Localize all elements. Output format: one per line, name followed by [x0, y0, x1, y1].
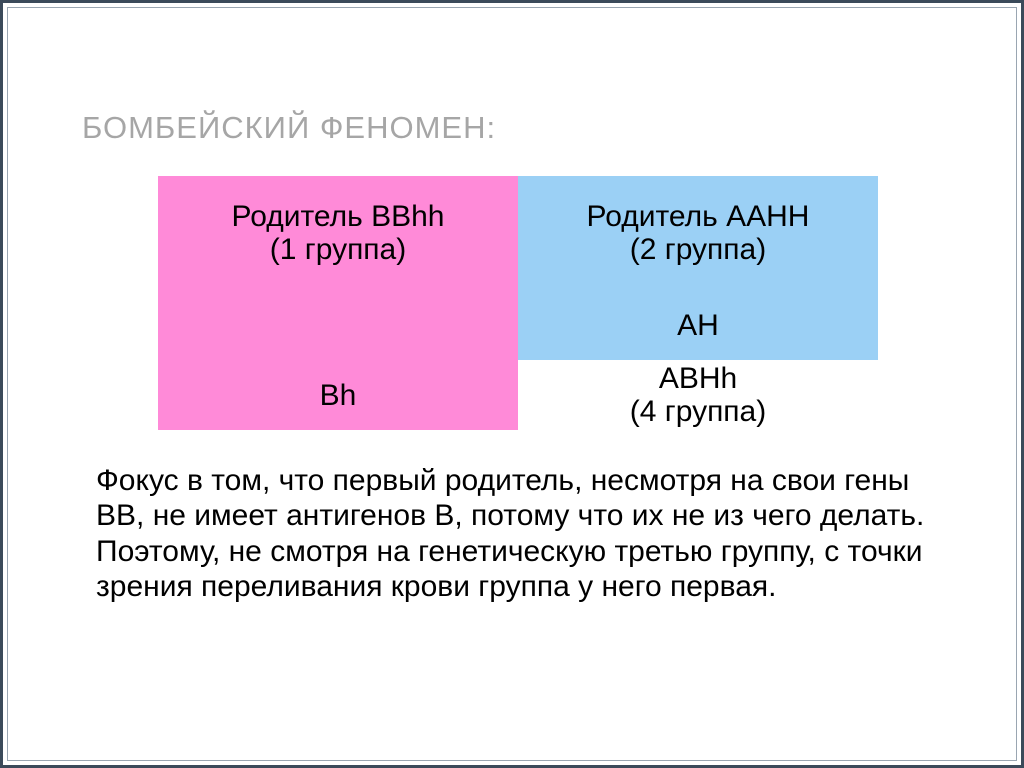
table-row: Bh ABHh(4 группа) [158, 360, 878, 430]
cell-gamete-bh: Bh [158, 360, 518, 430]
cell-parent-aahh: Родитель AAHH(2 группа) [518, 176, 878, 290]
slide-title: БОМБЕЙСКИЙ ФЕНОМЕН: [82, 110, 496, 146]
cell-gamete-ah: AH [518, 290, 878, 360]
table-row: Родитель BBhh(1 группа) Родитель AAHH(2 … [158, 176, 878, 290]
table-row: AH [158, 290, 878, 360]
cell-parent-bbhh: Родитель BBhh(1 группа) [158, 176, 518, 290]
explanation-text: Фокус в том, что первый родитель, несмот… [96, 463, 946, 605]
genotype-table: Родитель BBhh(1 группа) Родитель AAHH(2 … [158, 176, 878, 430]
cell-offspring-abhh: ABHh(4 группа) [518, 360, 878, 430]
cell-empty [158, 290, 518, 360]
slide-frame: БОМБЕЙСКИЙ ФЕНОМЕН: Родитель BBhh(1 груп… [7, 7, 1017, 761]
